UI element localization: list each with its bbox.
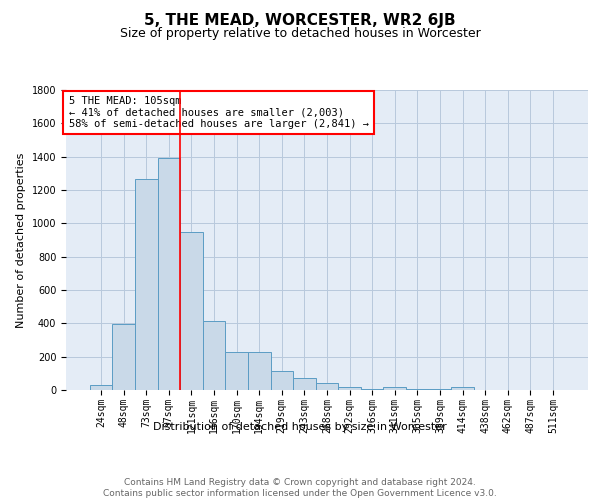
Y-axis label: Number of detached properties: Number of detached properties xyxy=(16,152,26,328)
Bar xyxy=(428,389,451,390)
Text: Distribution of detached houses by size in Worcester: Distribution of detached houses by size … xyxy=(153,422,447,432)
Text: 5 THE MEAD: 105sqm
← 41% of detached houses are smaller (2,003)
58% of semi-deta: 5 THE MEAD: 105sqm ← 41% of detached hou… xyxy=(68,96,368,129)
Bar xyxy=(248,352,271,390)
Bar xyxy=(406,389,428,390)
Bar xyxy=(90,385,112,390)
Text: Size of property relative to detached houses in Worcester: Size of property relative to detached ho… xyxy=(119,28,481,40)
Bar xyxy=(316,384,338,390)
Bar xyxy=(451,387,474,390)
Bar xyxy=(135,179,158,390)
Text: Contains HM Land Registry data © Crown copyright and database right 2024.
Contai: Contains HM Land Registry data © Crown c… xyxy=(103,478,497,498)
Bar xyxy=(271,371,293,390)
Bar xyxy=(383,387,406,390)
Bar xyxy=(293,378,316,390)
Bar xyxy=(158,158,180,390)
Bar xyxy=(226,352,248,390)
Bar xyxy=(361,389,383,390)
Bar xyxy=(338,387,361,390)
Bar xyxy=(112,324,135,390)
Bar xyxy=(180,232,203,390)
Text: 5, THE MEAD, WORCESTER, WR2 6JB: 5, THE MEAD, WORCESTER, WR2 6JB xyxy=(144,12,456,28)
Bar xyxy=(203,321,226,390)
